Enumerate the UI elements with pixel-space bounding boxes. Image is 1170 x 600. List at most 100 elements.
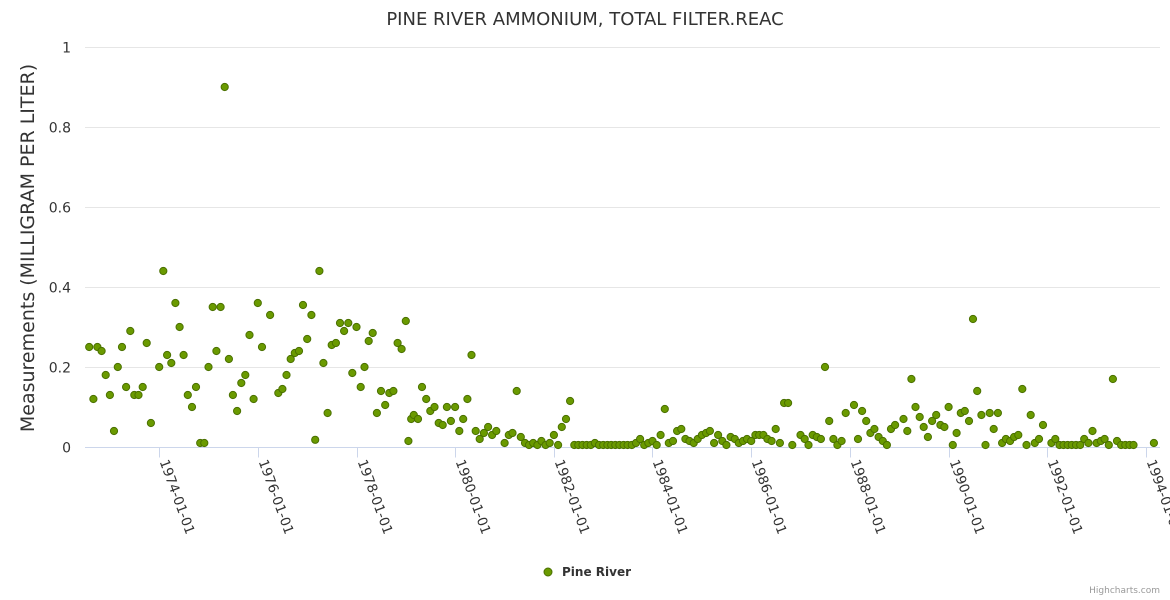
data-point[interactable] [278,384,287,394]
data-point[interactable] [113,362,122,372]
data-point[interactable] [767,436,776,446]
data-point[interactable] [307,310,316,320]
data-point[interactable] [944,402,953,412]
data-point[interactable] [171,298,180,308]
data-point[interactable] [849,400,859,410]
data-point[interactable] [816,434,826,444]
data-point[interactable] [1108,374,1118,384]
data-point[interactable] [442,402,451,412]
data-point[interactable] [340,326,349,336]
legend[interactable]: Pine River [543,565,631,579]
data-point[interactable] [1026,410,1035,420]
data-point[interactable] [492,426,501,436]
data-point[interactable] [163,350,172,360]
data-point[interactable] [923,432,933,442]
credits-link[interactable]: Highcharts.com [1089,586,1160,596]
data-point[interactable] [97,346,106,356]
data-point[interactable] [668,436,678,446]
data-point[interactable] [85,342,94,352]
data-point[interactable] [241,370,250,380]
data-point[interactable] [714,430,723,440]
data-point[interactable] [134,390,143,400]
data-point[interactable] [179,350,188,360]
data-point[interactable] [344,318,353,328]
data-point[interactable] [788,440,797,450]
data-point[interactable] [903,426,912,436]
data-point[interactable] [660,404,669,414]
data-point[interactable] [829,434,838,444]
data-point[interactable] [1038,420,1048,430]
data-point[interactable] [989,424,998,434]
data-point[interactable] [89,394,98,404]
data-point[interactable] [940,422,949,432]
data-point[interactable] [463,394,472,404]
data-point[interactable] [475,434,484,444]
data-point[interactable] [294,346,304,356]
data-point[interactable] [401,316,410,326]
data-point[interactable] [381,400,390,410]
data-point[interactable] [404,436,413,446]
data-point[interactable] [298,300,308,310]
data-point[interactable] [1149,438,1159,448]
data-point[interactable] [500,438,509,448]
data-point[interactable] [656,430,665,440]
data-point[interactable] [705,426,715,436]
data-point[interactable] [841,408,850,418]
data-point[interactable] [282,370,291,380]
data-point[interactable] [335,318,345,328]
data-point[interactable] [204,362,213,372]
data-point[interactable] [484,422,493,432]
data-point[interactable] [512,386,521,396]
data-point[interactable] [208,302,217,312]
data-point[interactable] [167,358,176,368]
data-point[interactable] [368,328,377,338]
data-point[interactable] [220,82,229,92]
data-point[interactable] [175,322,184,332]
data-point[interactable] [561,414,571,424]
data-point[interactable] [237,378,246,388]
data-point[interactable] [122,382,131,392]
data-point[interactable] [430,402,439,412]
data-point[interactable] [554,440,563,450]
data-point[interactable] [397,344,406,354]
data-point[interactable] [516,432,525,442]
data-point[interactable] [964,416,974,426]
data-point[interactable] [710,438,719,448]
data-point[interactable] [1014,430,1023,440]
data-point[interactable] [155,362,164,372]
data-point[interactable] [1051,434,1060,444]
data-point[interactable] [126,326,135,336]
data-point[interactable] [1018,384,1027,394]
data-point[interactable] [303,334,312,344]
data-point[interactable] [1076,440,1085,450]
data-point[interactable] [911,402,920,412]
data-point[interactable] [837,436,846,446]
data-point[interactable] [804,440,813,450]
data-point[interactable] [311,435,320,444]
data-point[interactable] [319,358,328,368]
data-point[interactable] [389,386,398,396]
data-point[interactable] [882,440,892,450]
data-point[interactable] [286,354,295,364]
data-point[interactable] [1022,440,1031,450]
data-point[interactable] [853,434,863,444]
data-point[interactable] [142,338,151,348]
data-point[interactable] [928,416,937,426]
data-point[interactable] [907,374,916,384]
data-point[interactable] [948,440,957,450]
data-points[interactable] [85,82,1159,450]
data-point[interactable] [545,438,554,448]
data-point[interactable] [228,390,237,400]
data-point[interactable] [775,438,785,448]
data-point[interactable] [977,410,986,420]
data-point[interactable] [1100,434,1109,444]
data-point[interactable] [862,416,871,426]
data-point[interactable] [101,370,110,380]
data-point[interactable] [459,414,468,424]
data-point[interactable] [360,362,369,372]
data-point[interactable] [352,322,361,332]
data-point[interactable] [356,382,365,392]
data-point[interactable] [952,428,961,438]
data-point[interactable] [467,350,476,360]
data-point[interactable] [348,368,357,378]
